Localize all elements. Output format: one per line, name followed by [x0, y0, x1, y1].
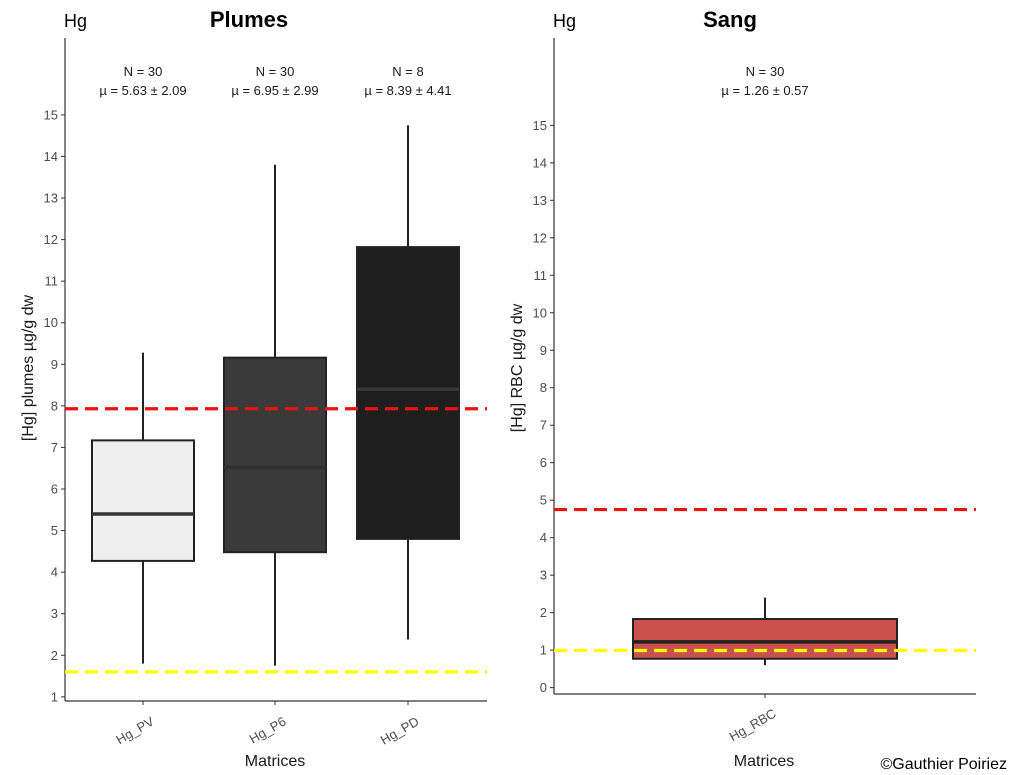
y-tick-label: 15	[44, 107, 58, 122]
x-axis-label: Matrices	[245, 753, 305, 770]
y-tick-label: 7	[51, 440, 58, 455]
n-annotation: N = 8	[392, 64, 423, 79]
y-tick-label: 8	[540, 380, 547, 395]
y-tick-label: 12	[533, 230, 547, 245]
n-annotation: N = 30	[124, 64, 163, 79]
x-axis-label: Matrices	[734, 753, 794, 770]
y-tick-label: 8	[51, 398, 58, 413]
y-tick-label: 2	[51, 648, 58, 663]
y-tick-label: 14	[533, 155, 547, 170]
mean-annotation: µ = 6.95 ± 2.99	[231, 83, 318, 98]
y-tick-label: 12	[44, 232, 58, 247]
box-Hg_PD	[356, 246, 460, 540]
panel-tag: Hg	[553, 11, 576, 31]
y-axis-label: [Hg] plumes µg/g dw	[20, 294, 37, 441]
panel-title: Plumes	[210, 7, 288, 32]
y-tick-label: 13	[44, 191, 58, 206]
credit-text: ©Gauthier Poiriez	[880, 756, 1007, 773]
box-Hg_PV	[91, 439, 195, 562]
mean-annotation: µ = 1.26 ± 0.57	[721, 83, 808, 98]
y-tick-label: 9	[51, 357, 58, 372]
mean-annotation: µ = 5.63 ± 2.09	[99, 83, 186, 98]
y-tick-label: 13	[533, 193, 547, 208]
y-tick-label: 0	[540, 680, 547, 695]
y-tick-label: 1	[51, 689, 58, 704]
y-tick-label: 4	[51, 565, 58, 580]
panel-tag: Hg	[64, 11, 87, 31]
y-tick-label: 11	[534, 268, 548, 283]
y-tick-label: 4	[540, 530, 547, 545]
y-tick-label: 14	[44, 149, 58, 164]
y-tick-label: 7	[540, 418, 547, 433]
y-tick-label: 11	[45, 274, 59, 289]
box-Hg_RBC	[632, 618, 898, 660]
y-tick-label: 3	[51, 606, 58, 621]
y-axis-label: [Hg] RBC µg/g dw	[509, 303, 526, 432]
y-tick-label: 6	[51, 482, 58, 497]
y-tick-label: 6	[540, 455, 547, 470]
panel-plumes: Hg Plumes [Hg] plumes µg/g dw Matrices 1…	[20, 7, 487, 770]
y-tick-label: 5	[540, 493, 547, 508]
panel-title: Sang	[703, 7, 757, 32]
n-annotation: N = 30	[256, 64, 295, 79]
y-tick-label: 2	[540, 605, 547, 620]
y-tick-label: 10	[44, 315, 58, 330]
mean-annotation: µ = 8.39 ± 4.41	[364, 83, 451, 98]
y-tick-label: 3	[540, 568, 547, 583]
y-tick-label: 5	[51, 523, 58, 538]
y-tick-label: 10	[533, 305, 547, 320]
y-tick-label: 1	[540, 643, 547, 658]
y-tick-label: 9	[540, 343, 547, 358]
box-Hg_P6	[223, 356, 327, 554]
n-annotation: N = 30	[746, 64, 785, 79]
y-tick-label: 15	[533, 118, 547, 133]
